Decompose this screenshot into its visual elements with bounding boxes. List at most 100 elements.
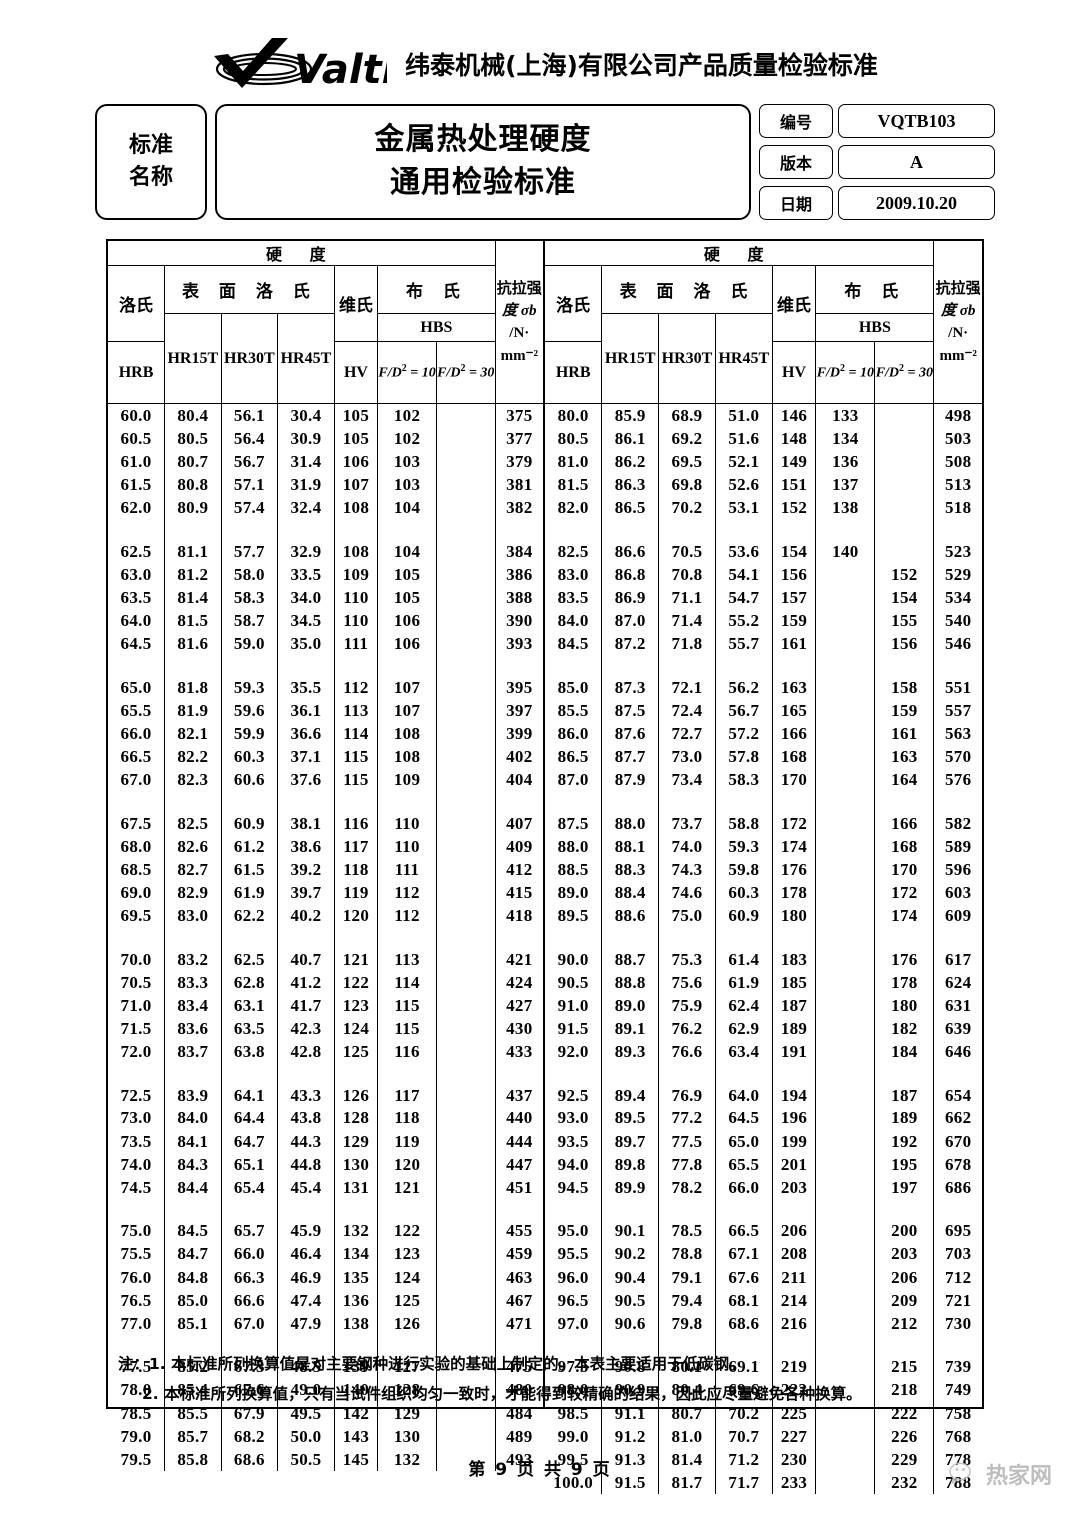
table-cell: 37.1 (277, 744, 335, 769)
table-cell: 75.0 (658, 904, 716, 928)
table-cell: 208 (771, 1242, 817, 1266)
table-cell: 84.1 (164, 1129, 222, 1153)
table-cell: 455 (494, 1219, 543, 1243)
table-cell: 82.2 (164, 744, 222, 769)
table-cell: 85.8 (164, 1447, 222, 1471)
table-cell: 203 (874, 1242, 935, 1266)
table-cell: 73.7 (658, 811, 716, 835)
table-cell (815, 834, 876, 858)
table-cell: 557 (933, 698, 982, 722)
table-cell: 72.1 (658, 675, 716, 699)
table-cell: 703 (933, 1242, 982, 1266)
table-cell: 83.5 (545, 585, 603, 609)
table-cell: 126 (377, 1311, 437, 1336)
table-body-left: 60.0 80.4 56.1 30.4 105 102 375 60.5 80.5 56.4 30.… (108, 402, 543, 1471)
table-cell: 64.4 (220, 1106, 279, 1130)
table-cell: 113 (377, 947, 437, 971)
table-row: 100.0 91.5 81.7 71.7 233 232 788 (545, 1471, 982, 1495)
table-cell: 88.1 (601, 834, 660, 858)
table-cell: 57.1 (220, 473, 279, 497)
table-cell: 390 (494, 609, 543, 633)
table-cell: 34.5 (277, 609, 335, 633)
title-block: 标准 名称 金属热处理硬度 通用检验标准 编号 VQTB103 版本 A 日期 … (95, 104, 995, 220)
table-cell: 203 (771, 1175, 817, 1200)
table-cell: 134 (815, 426, 876, 450)
table-cell: 40.2 (277, 904, 335, 928)
table-cell: 30.9 (277, 426, 335, 450)
table-cell: 45.4 (277, 1175, 335, 1200)
table-row: 84.0 87.0 71.4 55.2 159 155 540 (545, 609, 982, 633)
table-cell: 90.4 (601, 1265, 660, 1289)
table-cell: 68.1 (714, 1288, 773, 1312)
table-cell: 81.5 (545, 473, 603, 497)
table-cell: 65.5 (714, 1152, 773, 1176)
table-cell: 78.2 (658, 1175, 716, 1200)
table-cell (874, 402, 935, 427)
header-fd10-right: F/D2 = 10 (815, 341, 876, 404)
table-cell (815, 947, 876, 971)
table-cell: 168 (771, 744, 817, 769)
header-tensile-strength-left: 抗拉强 度 σb /N· mm⁻² (494, 241, 543, 404)
table-cell: 99.0 (545, 1424, 603, 1448)
table-cell (435, 947, 496, 971)
table-cell: 90.2 (601, 1242, 660, 1266)
table-cell: 678 (933, 1152, 982, 1176)
table-cell: 77.8 (658, 1152, 716, 1176)
table-cell: 180 (771, 904, 817, 928)
table-cell: 157 (771, 585, 817, 609)
table-cell: 459 (494, 1242, 543, 1266)
table-row: 78.5 85.5 67.9 49.5 142 129 484 (108, 1401, 543, 1425)
table-cell: 67.0 (108, 768, 166, 792)
table-cell: 170 (874, 857, 935, 881)
table-cell: 189 (771, 1016, 817, 1040)
table-cell: 124 (333, 1016, 379, 1040)
table-row: 85.0 87.3 72.1 56.2 163 158 551 (545, 675, 982, 699)
table-cell: 104 (377, 496, 437, 520)
table-cell: 71.1 (658, 585, 716, 609)
table-cell: 81.0 (545, 449, 603, 474)
table-cell: 81.4 (164, 585, 222, 609)
tensile-line3-right: /N· (948, 325, 969, 341)
table-cell: 194 (771, 1083, 817, 1107)
table-cell: 166 (874, 811, 935, 835)
table-cell: 96.0 (545, 1265, 603, 1289)
table-cell: 68.6 (220, 1447, 279, 1471)
table-cell (435, 1040, 496, 1064)
table-cell: 68.6 (714, 1311, 773, 1336)
table-cell: 78.8 (658, 1242, 716, 1266)
table-cell: 209 (874, 1288, 935, 1312)
table-cell: 106 (377, 632, 437, 656)
table-cell: 72.5 (108, 1083, 166, 1107)
table-cell: 475 (494, 1355, 543, 1379)
table-cell: 108 (333, 496, 379, 520)
table-row: 64.0 81.5 58.7 34.5 110 106 390 (108, 609, 543, 633)
table-cell: 107 (377, 675, 437, 699)
table-cell: 84.8 (164, 1265, 222, 1289)
table-cell: 119 (333, 880, 379, 905)
table-cell: 493 (494, 1447, 543, 1471)
table-cell: 103 (377, 473, 437, 497)
table-cell: 433 (494, 1040, 543, 1064)
table-cell: 421 (494, 947, 543, 971)
table-cell (815, 1311, 876, 1336)
table-row: 61.0 80.7 56.7 31.4 106 103 379 (108, 449, 543, 474)
table-cell: 59.3 (714, 834, 773, 858)
table-cell: 86.0 (545, 721, 603, 745)
table-cell: 72.7 (658, 721, 716, 745)
table-cell (435, 585, 496, 609)
table-cell: 66.5 (108, 744, 166, 769)
table-cell: 523 (933, 539, 982, 563)
table-row: 95.0 90.1 78.5 66.5 206 200 695 (545, 1219, 982, 1243)
table-cell: 77.0 (108, 1311, 166, 1336)
table-cell: 570 (933, 744, 982, 769)
table-cell: 196 (771, 1106, 817, 1130)
table-row: 70.5 83.3 62.8 41.2 122 114 424 (108, 970, 543, 994)
table-cell: 71.2 (714, 1447, 773, 1471)
table-cell: 83.4 (164, 993, 222, 1017)
table-cell: 662 (933, 1106, 982, 1130)
table-cell: 89.7 (601, 1129, 660, 1153)
table-cell: 206 (874, 1265, 935, 1289)
table-cell: 75.0 (108, 1219, 166, 1243)
table-cell: 70.2 (658, 496, 716, 520)
table-cell: 124 (377, 1265, 437, 1289)
